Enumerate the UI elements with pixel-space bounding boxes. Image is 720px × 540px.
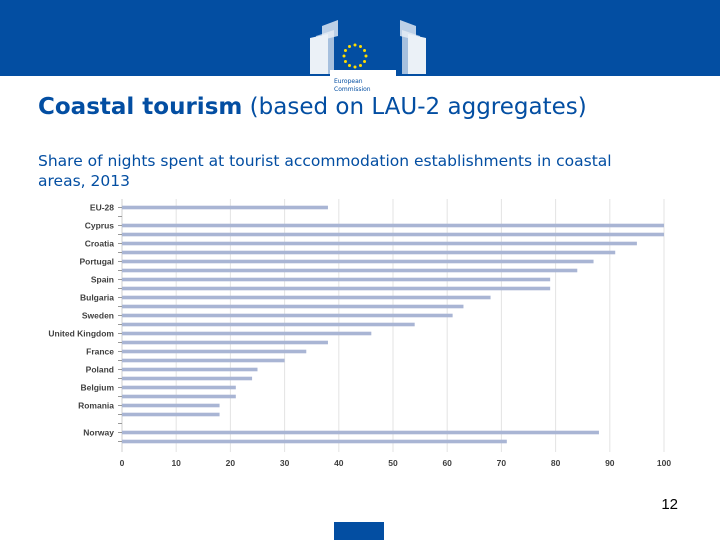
bar — [122, 376, 253, 381]
bar — [122, 403, 220, 408]
eu-star — [363, 60, 367, 63]
eu-star — [363, 49, 367, 52]
x-tick-label: 20 — [226, 458, 236, 468]
x-tick-label: 70 — [497, 458, 507, 468]
brand-line-2: Commission — [334, 86, 371, 93]
bar — [122, 412, 220, 417]
category-label: Croatia — [85, 239, 115, 249]
bar — [122, 304, 464, 309]
bar — [122, 439, 507, 444]
bar — [122, 331, 372, 336]
eu-star — [343, 60, 347, 63]
category-label: Portugal — [80, 257, 114, 267]
bar — [122, 241, 637, 246]
eu-star — [364, 54, 368, 58]
x-tick-label: 90 — [605, 458, 615, 468]
bar — [122, 259, 594, 264]
x-tick-label: 60 — [442, 458, 452, 468]
chart-subtitle: Share of nights spent at tourist accommo… — [38, 152, 612, 190]
bar — [122, 394, 236, 399]
eu-star — [353, 43, 357, 47]
page-title: Coastal tourism (based on LAU-2 aggregat… — [38, 94, 587, 120]
bar — [122, 205, 328, 210]
bar — [122, 358, 285, 363]
bar — [122, 295, 491, 300]
eu-star — [348, 44, 351, 48]
bar — [122, 250, 616, 255]
x-tick-label: 40 — [334, 458, 344, 468]
bar — [122, 277, 551, 282]
x-tick-label: 100 — [657, 458, 671, 468]
category-label: United Kingdom — [48, 329, 114, 339]
x-tick-label: 30 — [280, 458, 290, 468]
x-tick-label: 10 — [171, 458, 181, 468]
bar — [122, 430, 599, 435]
bar-chart: EU-28 Cyprus Croatia Portugal Spain Bulgaria S… — [48, 199, 671, 468]
bar — [122, 268, 578, 273]
title-bold: Coastal tourism — [38, 94, 243, 120]
x-tick-label: 50 — [388, 458, 398, 468]
bar — [122, 340, 328, 345]
bar — [122, 385, 236, 390]
eu-star — [348, 64, 351, 68]
category-label: Poland — [86, 365, 114, 375]
bar — [122, 322, 415, 327]
category-label: EU-28 — [90, 203, 114, 213]
category-label: Sweden — [82, 311, 114, 321]
bar — [122, 286, 551, 291]
category-label: Romania — [78, 401, 114, 411]
bar — [122, 313, 453, 318]
x-tick-label: 80 — [551, 458, 561, 468]
brand-line-1: European — [334, 78, 363, 85]
eu-star — [359, 44, 362, 48]
european-commission-logo: European Commission — [310, 20, 426, 98]
eu-stars-icon — [342, 43, 368, 69]
category-label: Belgium — [80, 383, 114, 393]
category-label: Spain — [91, 275, 114, 285]
eu-star — [359, 64, 362, 68]
category-label: Cyprus — [85, 221, 115, 231]
page-number: 12 — [661, 496, 678, 513]
title-rest: (based on LAU-2 aggregates) — [249, 94, 587, 120]
category-label: France — [86, 347, 114, 357]
eu-star — [353, 65, 357, 69]
bar — [122, 232, 664, 237]
x-tick-label: 0 — [120, 458, 125, 468]
bar — [122, 349, 307, 354]
eu-star — [343, 49, 347, 52]
category-label: Bulgaria — [80, 293, 114, 303]
eu-star — [342, 54, 346, 58]
bar — [122, 223, 664, 228]
category-label: Norway — [83, 428, 114, 438]
footer-block — [334, 522, 384, 540]
bar — [122, 367, 258, 372]
